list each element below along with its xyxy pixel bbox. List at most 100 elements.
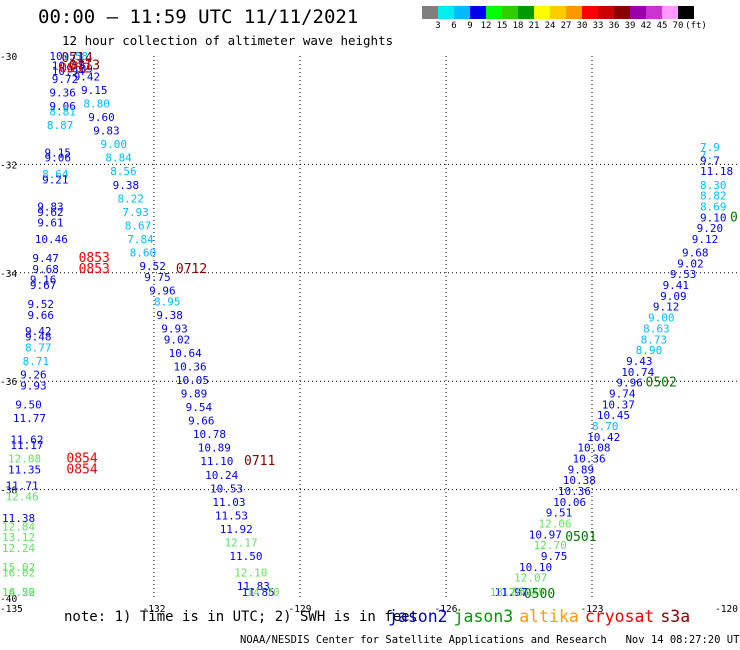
wave-height-value: 9.47 bbox=[32, 252, 59, 265]
wave-height-value: 12.07 bbox=[514, 572, 547, 585]
wave-height-value: 9.00 bbox=[648, 312, 675, 325]
wave-height-value: 11.18 bbox=[700, 165, 733, 178]
wave-height-value: 9.21 bbox=[42, 173, 69, 186]
wave-height-value: 9.06 bbox=[49, 100, 76, 113]
wave-height-value: 9.26 bbox=[20, 368, 46, 381]
color-scale-label: 18 bbox=[512, 21, 524, 31]
pass-time-label: 0853 bbox=[79, 262, 110, 277]
wave-height-value: 8.60 bbox=[130, 247, 157, 260]
color-scale-label: 6 bbox=[451, 21, 457, 31]
pass-time-label: 0853 bbox=[79, 251, 110, 266]
pass-time-label: 0713 bbox=[69, 59, 100, 74]
wave-height-value: 9.67 bbox=[30, 279, 57, 292]
wave-height-value: 10.53 bbox=[49, 50, 82, 63]
color-scale-label: 42 bbox=[640, 21, 652, 31]
wave-height-value: 10.36 bbox=[573, 453, 606, 466]
legend-item-altika: altika bbox=[519, 607, 579, 626]
pass-time-label: 0852 bbox=[59, 61, 90, 76]
wave-height-value: 9.75 bbox=[144, 271, 171, 284]
wave-height-value: 9.00 bbox=[100, 138, 127, 151]
wave-height-value: 14.70 bbox=[246, 586, 279, 599]
pass-time-label: 0501 bbox=[565, 530, 596, 545]
wave-height-value: 10.05 bbox=[176, 374, 209, 387]
wave-height-value: 8.84 bbox=[105, 152, 132, 165]
y-tick-label: -30 bbox=[0, 52, 17, 63]
wave-height-value: 9.42 bbox=[74, 70, 101, 83]
wave-height-value: 9.41 bbox=[663, 279, 690, 292]
page-subtitle: 12 hour collection of altimeter wave hei… bbox=[62, 33, 394, 48]
wave-height-value: 8.77 bbox=[25, 341, 52, 354]
wave-height-value: 10.97 bbox=[529, 528, 562, 541]
wave-height-value: 8.69 bbox=[700, 200, 727, 213]
color-scale-label: 21 bbox=[528, 21, 540, 31]
map-ticks: -135 -132 -129 -126 -123 -120 -30 -32 -34 -36 -38 -… bbox=[0, 52, 738, 615]
wave-height-value: 8.22 bbox=[118, 192, 145, 205]
wave-height-value: 10.53 bbox=[210, 482, 243, 495]
color-scale-label: 24 bbox=[544, 21, 556, 31]
color-swatch bbox=[502, 6, 518, 19]
x-tick-label: -135 bbox=[0, 604, 23, 615]
wave-height-value: 9.06 bbox=[45, 152, 72, 165]
wave-height-value: 11.83 bbox=[237, 580, 270, 593]
wave-height-value: 8.73 bbox=[641, 333, 668, 346]
wave-height-value: 9.75 bbox=[541, 550, 568, 563]
wave-height-value: 9.53 bbox=[670, 268, 697, 281]
color-scale-label: 70 bbox=[672, 21, 684, 31]
wave-height-value: 9.36 bbox=[49, 87, 76, 100]
wave-height-value: 9.15 bbox=[45, 146, 72, 159]
color-swatch bbox=[454, 6, 470, 19]
wave-height-value: 9.66 bbox=[27, 309, 54, 322]
color-swatch bbox=[470, 6, 486, 19]
wave-height-value: 8.56 bbox=[110, 165, 137, 178]
color-scale-label: 12 bbox=[480, 21, 492, 31]
color-swatch bbox=[630, 6, 646, 19]
pass-time-label: 0714 bbox=[62, 51, 93, 66]
wave-height-value: 11.17 bbox=[10, 439, 43, 452]
color-swatch bbox=[614, 6, 630, 19]
wave-height-value: 12.84 bbox=[2, 520, 35, 533]
wave-height-value: 9.12 bbox=[692, 233, 719, 246]
color-swatch bbox=[422, 6, 438, 19]
wave-height-value: 8.30 bbox=[700, 179, 727, 192]
color-swatch bbox=[678, 6, 694, 19]
x-tick-label: -126 bbox=[435, 604, 458, 615]
wave-height-value: 9.38 bbox=[156, 309, 183, 322]
pass-time-label: 0 bbox=[730, 210, 738, 225]
x-tick-label: -129 bbox=[289, 604, 312, 615]
color-scale-label: 39 bbox=[624, 21, 636, 31]
pass-time-label: 0502 bbox=[646, 376, 677, 391]
wave-height-value: 15.02 bbox=[2, 561, 35, 574]
wave-height-value: 9.09 bbox=[660, 290, 687, 303]
notes-text: note: 1) Time is in UTC; 2) SWH is in fe… bbox=[64, 609, 419, 625]
pass-time-label: 0712 bbox=[176, 262, 207, 277]
color-swatch bbox=[550, 6, 566, 19]
color-swatch bbox=[582, 6, 598, 19]
wave-height-value: 10.46 bbox=[35, 233, 68, 246]
color-scale-label: 27 bbox=[560, 21, 572, 31]
wave-height-value: 12.09 bbox=[502, 586, 535, 599]
color-scale-label: 15 bbox=[496, 21, 508, 31]
wave-height-value: 8.70 bbox=[592, 420, 619, 433]
legend-item-jason3: jason3 bbox=[453, 607, 514, 626]
wave-height-value: 9.48 bbox=[25, 331, 52, 344]
wave-height-value: 11.77 bbox=[13, 412, 46, 425]
wave-height-value: 16.50 bbox=[2, 586, 35, 599]
wave-height-value: 10.08 bbox=[577, 442, 610, 455]
wave-height-value: 14.22 bbox=[2, 586, 35, 599]
wave-height-value: 11.92 bbox=[220, 523, 253, 536]
wave-height-value: 9.72 bbox=[52, 73, 79, 86]
wave-height-value: 7.93 bbox=[122, 206, 149, 219]
map-grid bbox=[8, 56, 738, 598]
wave-height-points: 10.538.5810.589.0910.949.729.429.159.368… bbox=[2, 50, 733, 599]
wave-height-value: 8.64 bbox=[42, 168, 69, 181]
wave-height-value: 11.71 bbox=[6, 480, 39, 493]
wave-height-value: 11.97 bbox=[495, 586, 528, 599]
wave-height-value: 9.89 bbox=[568, 463, 595, 476]
wave-height-value: 11.53 bbox=[215, 509, 248, 522]
wave-height-value: 9.12 bbox=[653, 301, 680, 314]
wave-height-value: 9.15 bbox=[81, 84, 108, 97]
wave-height-value: 10.45 bbox=[597, 409, 630, 422]
wave-height-value: 9.38 bbox=[113, 179, 140, 192]
wave-height-value: 13.12 bbox=[2, 531, 35, 544]
